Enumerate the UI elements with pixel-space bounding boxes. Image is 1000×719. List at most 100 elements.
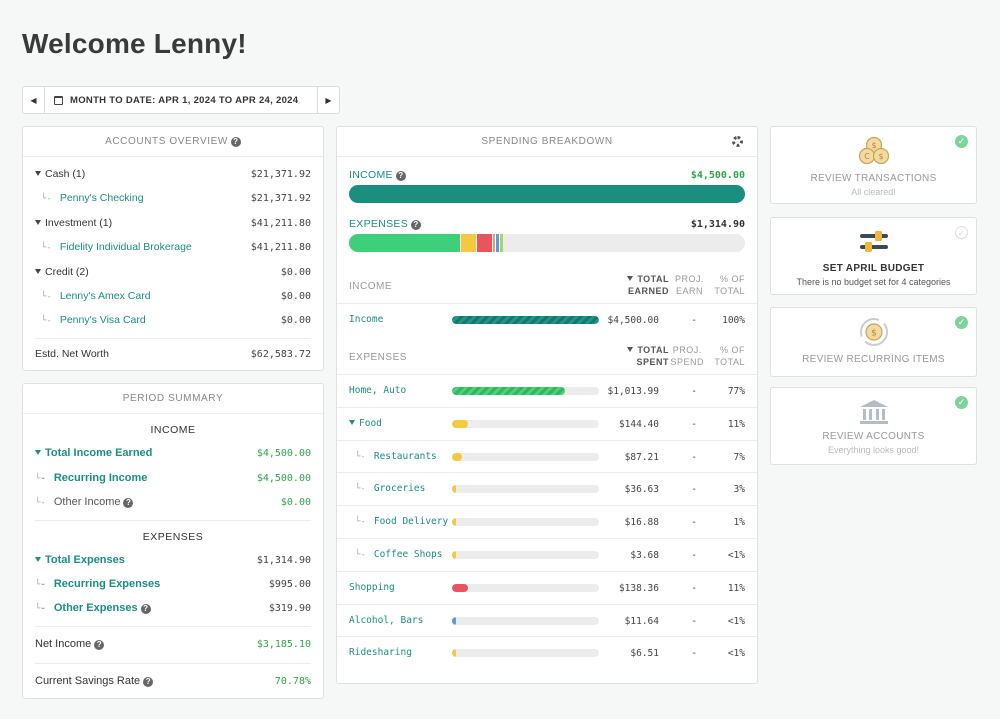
table-row[interactable]: Alcohol, Bars $11.64 - <1% [337,603,757,636]
gear-icon[interactable] [732,136,743,147]
page-title: Welcome Lenny! [22,28,247,59]
category-bar [452,419,599,428]
help-icon[interactable]: ? [395,171,406,181]
net-income-row: Net Income? $3,185.10 [35,638,311,650]
category-name[interactable]: Ridesharing [349,647,412,659]
account-lennys-amex[interactable]: └- Lenny's Amex Card $0.00 [41,290,311,302]
help-icon[interactable]: ? [140,604,151,614]
category-bar [452,551,599,559]
set-budget-card[interactable]: ✓ SET APRIL BUDGET There is no budget se… [770,217,977,295]
help-icon[interactable]: ? [230,137,241,147]
account-group-credit[interactable]: Credit (2) $0.00 [23,262,323,282]
other-expenses-row[interactable]: └- Other Expenses? $319.90 [35,602,311,614]
caret-down-icon [349,419,355,425]
table-row[interactable]: Home, Auto $1,013.99 - 77% [337,374,757,406]
recurring-icon: $ [859,318,888,346]
period-summary-title: PERIOD SUMMARY [23,384,323,414]
category-name[interactable]: └- Restaurants [355,450,437,462]
table-row[interactable]: └- Groceries $36.63 - 3% [337,472,757,504]
divider [35,663,311,664]
category-percent: 1% [733,517,745,529]
help-icon[interactable]: ? [123,498,134,508]
expense-segment [459,234,476,252]
expense-segment [495,234,500,252]
sort-caret-icon [627,276,634,281]
table-row[interactable]: Food $144.40 - 11% [337,406,757,439]
category-name[interactable]: └- Food Delivery [355,516,449,528]
account-group-cash[interactable]: Cash (1) $21,371.92 [23,164,323,184]
tree-branch-icon: └- [355,484,366,495]
category-bar-fill [452,316,599,324]
table-row[interactable]: └- Coffee Shops $3.68 - <1% [337,538,757,570]
account-pennys-visa[interactable]: └- Penny's Visa Card $0.00 [41,314,311,326]
category-bar-fill [452,387,566,395]
table-row[interactable]: └- Restaurants $87.21 - 7% [337,439,757,472]
net-worth-row: Estd. Net Worth $62,583.72 [35,348,311,360]
category-bar-fill [452,518,457,527]
category-bar-fill [452,485,457,494]
category-name[interactable]: └- Groceries [355,483,426,495]
category-bar [452,485,599,494]
category-bar-fill [452,649,457,658]
category-name[interactable]: Food [349,418,382,429]
category-projected: - [691,550,697,561]
caret-down-icon [35,269,41,274]
divider [35,338,311,339]
category-projected: - [691,451,697,463]
recurring-income-row[interactable]: └- Recurring Income $4,500.00 [35,472,311,484]
next-period-button[interactable]: ▶ [317,87,339,113]
period-summary-panel: PERIOD SUMMARY INCOME Total Income Earne… [22,383,324,699]
category-bar-fill [452,419,469,428]
check-icon: ✓ [955,316,968,329]
accounts-overview-title: ACCOUNTS OVERVIEW? [23,127,323,157]
category-percent: <1% [727,615,745,627]
bank-icon [859,400,888,424]
review-transactions-card[interactable]: ✓ $ C $ REVIEW TRANSACTIONS All cleared! [770,126,977,204]
account-pennys-checking[interactable]: └- Penny's Checking $21,371.92 [41,192,311,204]
sort-total-spent[interactable]: TOTAL SPENT [627,344,669,368]
tree-branch-icon: └- [355,451,366,462]
date-range-button[interactable]: MONTH TO DATE: APR 1, 2024 TO APR 24, 20… [45,95,317,106]
category-projected: - [691,315,697,326]
review-accounts-card[interactable]: ✓ REVIEW ACCOUNTS Everything looks good! [770,387,977,465]
prev-period-button[interactable]: ◀ [23,87,45,113]
spending-breakdown-panel: SPENDING BREAKDOWN INCOME? $4,500.00 EXP… [336,126,758,684]
help-icon[interactable]: ? [143,677,154,687]
category-name[interactable]: Home, Auto [349,385,407,396]
date-range-picker: ◀ MONTH TO DATE: APR 1, 2024 TO APR 24, … [22,86,340,114]
expense-segment [499,234,504,252]
recurring-expenses-row[interactable]: └- Recurring Expenses $995.00 [35,578,311,590]
sliders-icon [859,231,888,252]
expenses-table-header: EXPENSES TOTAL SPENT PROJ. SPEND % OF TOTAL [349,344,745,368]
account-fidelity-brokerage[interactable]: └- Fidelity Individual Brokerage $41,211.… [41,241,311,253]
spending-breakdown-title: SPENDING BREAKDOWN [337,127,757,157]
category-name[interactable]: Shopping [349,581,395,593]
expenses-total-label: EXPENSES? [349,218,422,230]
check-icon: ✓ [955,396,968,409]
caret-down-icon [35,557,41,562]
review-recurring-card[interactable]: ✓ $ REVIEW RECURRING ITEMS [770,307,977,377]
svg-text:C: C [864,152,870,161]
total-income-row[interactable]: Total Income Earned $4,500.00 [23,443,323,463]
table-row[interactable]: Ridesharing $6.51 - <1% [337,636,757,668]
total-expenses-row[interactable]: Total Expenses $1,314.90 [23,550,323,570]
sort-total-earned[interactable]: TOTAL EARNED [627,274,669,296]
category-projected: - [691,582,697,594]
category-name[interactable]: Income [349,314,384,325]
category-amount: $1,013.99 [607,386,659,397]
category-projected: - [691,648,697,660]
category-percent: 7% [733,451,745,463]
category-name[interactable]: Alcohol, Bars [349,614,424,626]
account-group-investment[interactable]: Investment (1) $41,211.80 [23,213,323,233]
table-row[interactable]: Shopping $138.36 - 11% [337,570,757,603]
help-icon[interactable]: ? [94,640,105,650]
other-income-row[interactable]: └- Other Income? $0.00 [35,496,311,508]
table-row[interactable]: └- Food Delivery $16.88 - 1% [337,505,757,537]
income-table-header: INCOME TOTAL EARNED PROJ. EARN % OF TOTAL [349,274,745,296]
category-name[interactable]: └- Coffee Shops [355,549,443,560]
category-percent: 11% [727,418,745,430]
category-bar [452,518,599,527]
income-total-label: INCOME? [349,169,406,181]
table-row[interactable]: Income $4,500.00 - 100% [337,303,757,335]
help-icon[interactable]: ? [411,220,422,230]
